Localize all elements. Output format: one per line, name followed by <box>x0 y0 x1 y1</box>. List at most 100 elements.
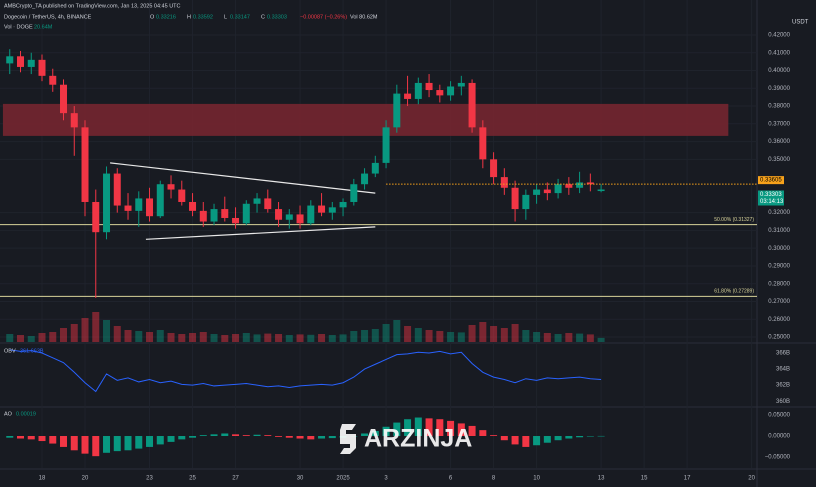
indicator-value: 361.663B <box>20 348 44 354</box>
ohlc-letter: O <box>150 14 155 20</box>
ao-bar <box>543 436 551 443</box>
volume-bar <box>371 329 379 342</box>
publisher: AMBCrypto_TA published on TradingView.co… <box>4 3 181 9</box>
ao-bar <box>576 436 584 438</box>
y-tick-label: 0.36000 <box>768 139 790 145</box>
ao-bar <box>565 436 573 439</box>
x-tick-label: 25 <box>189 476 196 482</box>
candle-body <box>27 59 35 67</box>
ao-bar <box>189 436 197 438</box>
x-tick-label: 23 <box>146 476 153 482</box>
ao-bar <box>457 423 465 437</box>
trendline <box>110 162 376 194</box>
quote-currency: USDT <box>792 20 809 26</box>
last-price: 0.33303 <box>760 192 782 198</box>
volume-bar <box>135 331 143 342</box>
volume-bar <box>17 335 25 342</box>
y-tick-label: 0.41000 <box>768 50 790 56</box>
volume-bar <box>425 330 433 342</box>
ohlc-value: 0.33303 <box>267 14 287 20</box>
candle-body <box>404 93 412 99</box>
volume-bar <box>92 312 100 342</box>
y-tick-label: 0.00000 <box>768 434 790 440</box>
fib-label: 61.80% (0.27289) <box>714 289 754 295</box>
volume-bar <box>264 333 272 342</box>
volume-bar <box>146 332 154 342</box>
volume-bar <box>468 325 476 342</box>
volume-bar <box>81 318 89 342</box>
candle-body <box>468 82 476 128</box>
candle-body <box>124 205 132 211</box>
volume: Vol 80.62M <box>350 14 378 20</box>
ao-bar <box>468 425 476 437</box>
watermark-text: ARZINJA <box>364 425 472 453</box>
x-tick-label: 3 <box>384 476 388 482</box>
volume-bar <box>156 330 164 342</box>
candle-body <box>253 198 261 204</box>
volume-bar <box>597 337 605 342</box>
candle-body <box>511 187 519 210</box>
y-tick-label: 0.32000 <box>768 210 790 216</box>
ao-bar <box>275 436 283 437</box>
ao-bar <box>404 419 412 437</box>
candle-body <box>156 184 164 217</box>
x-tick-label: 27 <box>232 476 239 482</box>
candle-body <box>210 209 218 222</box>
y-tick-label: 366B <box>776 351 790 357</box>
ao-bar <box>92 436 100 457</box>
volume-bar <box>318 334 326 342</box>
candle-body <box>38 59 46 76</box>
y-tick-label: 0.39000 <box>768 86 790 92</box>
candle-body <box>178 189 186 202</box>
y-tick-label: 362B <box>776 383 790 389</box>
price-tag: 0.33605 <box>760 178 782 184</box>
volume-bar <box>242 333 250 342</box>
volume-bar <box>296 334 304 342</box>
ao-bar <box>178 436 186 440</box>
volume-bar <box>500 328 508 342</box>
ao-bar <box>221 433 229 437</box>
candle-body <box>554 184 562 194</box>
ao-bar <box>135 436 143 449</box>
candle-body <box>70 113 78 128</box>
ao-bar <box>81 436 89 454</box>
candle-body <box>264 198 272 210</box>
candle-body <box>242 203 250 224</box>
ao-bar <box>414 417 422 437</box>
candle-body <box>543 189 551 194</box>
candle-body <box>285 214 293 220</box>
ao-bar <box>307 436 315 440</box>
volume-bar <box>339 334 347 342</box>
volume-bar <box>447 332 455 342</box>
ao-bar <box>436 419 444 437</box>
x-tick-label: 15 <box>641 476 648 482</box>
volume-bar <box>533 332 541 342</box>
ao-bar <box>49 436 57 444</box>
volume-bar <box>49 332 57 342</box>
candle-body <box>522 194 530 210</box>
ao-bar <box>199 435 207 437</box>
candle-body <box>500 177 508 188</box>
candle-body <box>113 173 121 206</box>
candle-body <box>425 82 433 91</box>
y-tick-label: 0.35000 <box>768 157 790 163</box>
x-tick-label: 17 <box>684 476 691 482</box>
volume-bar <box>382 324 390 342</box>
candle-body <box>565 184 573 188</box>
candle-body <box>328 207 336 213</box>
candle-body <box>307 205 315 224</box>
volume-bar <box>576 333 584 342</box>
volume-bar <box>285 335 293 342</box>
fib-label: 50.00% (0.31327) <box>714 217 754 223</box>
ao-bar <box>210 434 218 437</box>
candle-body <box>436 90 444 96</box>
countdown: 03:14:13 <box>760 199 784 205</box>
candle-body <box>17 56 25 67</box>
ao-bar <box>27 436 35 440</box>
candle-body <box>232 217 240 224</box>
x-tick-label: 30 <box>297 476 304 482</box>
x-tick-label: 8 <box>492 476 496 482</box>
volume-bar <box>543 333 551 342</box>
volume-bar <box>253 334 261 342</box>
